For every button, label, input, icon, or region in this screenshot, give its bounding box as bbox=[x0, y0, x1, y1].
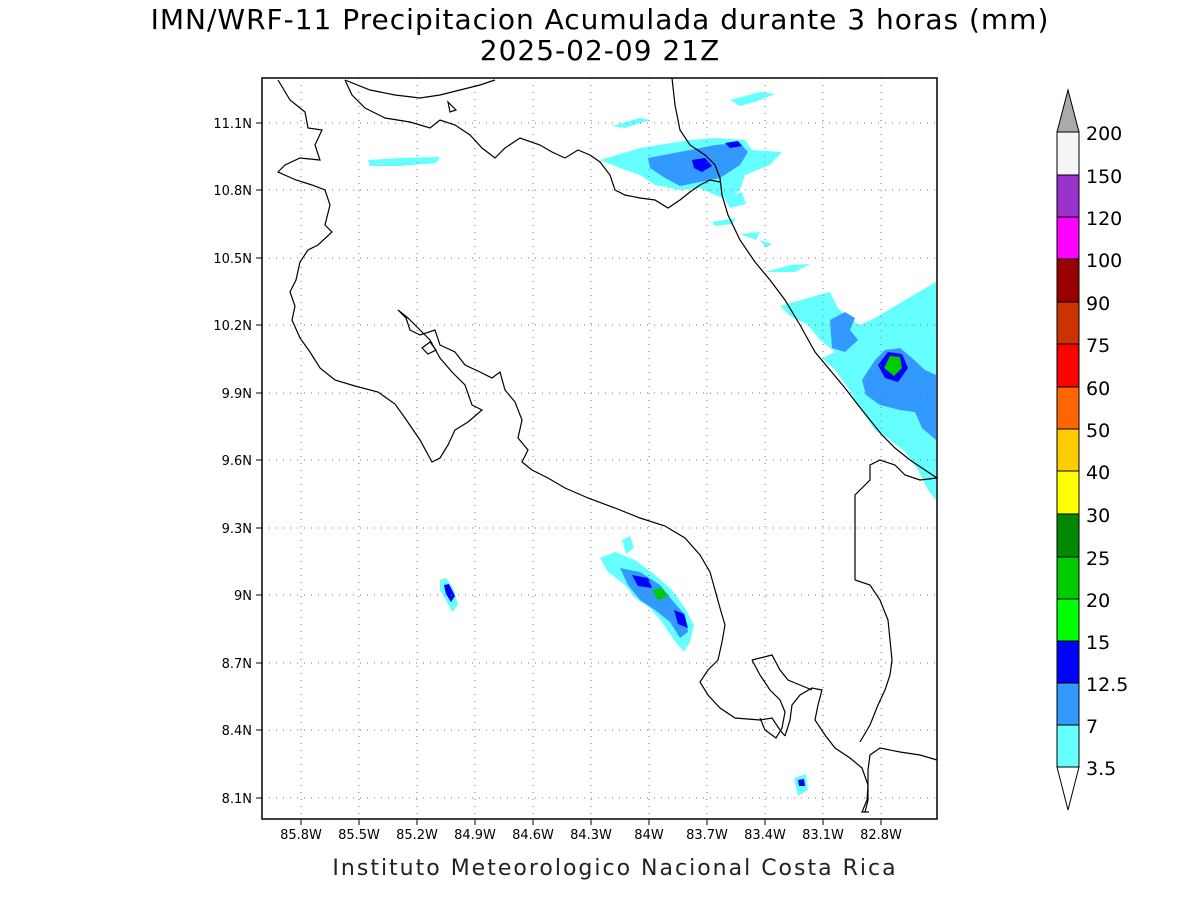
colorbar-swatch bbox=[1056, 131, 1080, 176]
precip-12.5mm bbox=[725, 141, 742, 148]
precip-20mm bbox=[652, 588, 668, 600]
precip-3.5mm bbox=[780, 282, 936, 500]
colorbar-swatch bbox=[1056, 470, 1080, 515]
lon-tick-label: 83.7W bbox=[686, 828, 728, 843]
lat-tick-label: 9N bbox=[234, 589, 252, 604]
lon-tick-label: 85.8W bbox=[280, 828, 322, 843]
colorbar-label: 15 bbox=[1086, 632, 1110, 654]
colorbar-label: 50 bbox=[1086, 420, 1110, 442]
precip-12.5mm bbox=[444, 584, 455, 602]
precip-3.5mm bbox=[712, 218, 735, 226]
precip-12.5mm bbox=[632, 575, 652, 588]
lat-tick-label: 10.8N bbox=[213, 184, 252, 199]
precip-3.5mm bbox=[724, 192, 746, 208]
lat-tick-label: 8.7N bbox=[222, 657, 252, 672]
colorbar-label: 12.5 bbox=[1086, 674, 1128, 696]
lon-tick-label: 83.4W bbox=[744, 828, 786, 843]
precip-20mm bbox=[884, 356, 902, 376]
map-frame bbox=[261, 77, 938, 820]
colorbar-label: 75 bbox=[1086, 335, 1110, 357]
precip-3.5mm bbox=[730, 92, 775, 106]
colorbar-swatch bbox=[1056, 301, 1080, 345]
colorbar-swatch bbox=[1056, 428, 1080, 472]
colorbar-label: 40 bbox=[1086, 462, 1110, 484]
lon-tick-label: 85.2W bbox=[396, 828, 438, 843]
lon-tick-label: 85.5W bbox=[338, 828, 380, 843]
colorbar-label: 90 bbox=[1086, 293, 1110, 315]
colorbar-swatch bbox=[1056, 343, 1080, 388]
colorbar-swatch bbox=[1056, 640, 1080, 684]
coastline bbox=[276, 77, 938, 813]
lon-tick-label: 83.1W bbox=[802, 828, 844, 843]
colorbar-label: 150 bbox=[1086, 166, 1122, 188]
precip-3.5mm bbox=[622, 536, 634, 554]
lon-tick-label: 84.6W bbox=[512, 828, 554, 843]
lon-tick-label: 84.9W bbox=[454, 828, 496, 843]
colorbar-swatch bbox=[1056, 724, 1080, 768]
footer-credit: Instituto Meteorologico Nacional Costa R… bbox=[332, 856, 898, 881]
precip-7mm bbox=[830, 312, 858, 352]
colorbar-arrow-bottom bbox=[1056, 766, 1080, 811]
colorbar-swatch bbox=[1056, 556, 1080, 600]
lon-tick-label: 84W bbox=[634, 828, 664, 843]
colorbar-label: 20 bbox=[1086, 590, 1110, 612]
precip-7mm bbox=[620, 568, 688, 638]
map-datetime: 2025-02-09 21Z bbox=[479, 34, 721, 67]
lon-tick-label: 82.8W bbox=[860, 828, 902, 843]
lat-tick-label: 9.3N bbox=[222, 522, 252, 537]
lat-tick-label: 10.5N bbox=[213, 252, 252, 267]
lat-tick-label: 10.2N bbox=[213, 319, 252, 334]
precip-12.5mm bbox=[798, 779, 805, 786]
colorbar-swatch bbox=[1056, 174, 1080, 218]
precip-7mm bbox=[862, 348, 936, 440]
precip-3.5mm bbox=[368, 157, 440, 166]
colorbar-legend bbox=[1056, 88, 1080, 811]
colorbar-swatch bbox=[1056, 513, 1080, 558]
lon-tick-label: 84.3W bbox=[570, 828, 612, 843]
colorbar-label: 100 bbox=[1086, 250, 1122, 272]
colorbar-label: 60 bbox=[1086, 378, 1110, 400]
colorbar-label: 3.5 bbox=[1086, 758, 1116, 780]
lat-tick-label: 9.6N bbox=[222, 454, 252, 469]
colorbar-swatch bbox=[1056, 258, 1080, 303]
map-grid bbox=[262, 78, 937, 819]
precip-3.5mm bbox=[760, 240, 772, 248]
map-title: IMN/WRF-11 Precipitacion Acumulada duran… bbox=[150, 3, 1050, 36]
colorbar-swatch bbox=[1056, 216, 1080, 260]
lat-tick-label: 9.9N bbox=[222, 387, 252, 402]
colorbar-label: 120 bbox=[1086, 208, 1122, 230]
lat-tick-label: 8.1N bbox=[222, 792, 252, 807]
lat-tick-label: 11.1N bbox=[213, 117, 252, 132]
precip-3.5mm bbox=[765, 264, 810, 272]
precip-3.5mm bbox=[740, 232, 760, 240]
precip-12.5mm bbox=[692, 158, 712, 172]
colorbar-swatch bbox=[1056, 598, 1080, 642]
colorbar-label: 25 bbox=[1086, 548, 1110, 570]
precip-3.5mm bbox=[612, 118, 650, 128]
colorbar-arrow-top bbox=[1056, 88, 1080, 133]
colorbar-label: 7 bbox=[1086, 716, 1098, 738]
colorbar-label: 200 bbox=[1086, 123, 1122, 145]
colorbar-label: 30 bbox=[1086, 505, 1110, 527]
lat-tick-label: 8.4N bbox=[222, 724, 252, 739]
colorbar-swatch bbox=[1056, 386, 1080, 430]
precipitation-field bbox=[368, 92, 936, 796]
precip-12.5mm bbox=[674, 610, 688, 628]
colorbar-swatch bbox=[1056, 682, 1080, 726]
